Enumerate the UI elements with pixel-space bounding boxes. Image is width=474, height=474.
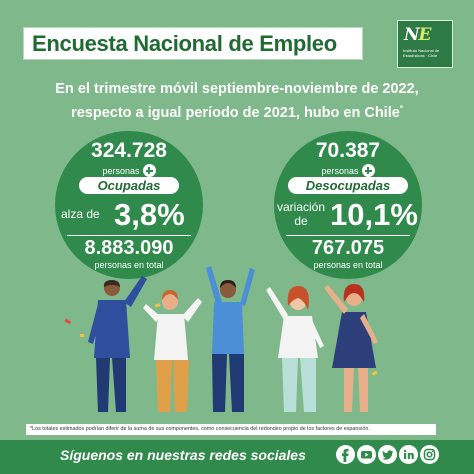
ocupadas-label: Ocupadas [79,177,179,194]
plus-icon [361,164,375,177]
footer: Síguenos en nuestras redes sociales [0,440,474,474]
person-3 [206,266,255,412]
desocupadas-change: 70.387 [315,139,381,162]
ocupadas-total-unit: personas en total [94,260,164,270]
plus-icon [142,164,156,177]
desocupadas-rate-label: variación de [276,200,326,228]
ocupadas-rate: 3,8% [114,197,185,232]
desocupadas-change-unit: personas [274,164,422,177]
follow-us-text: Síguenos en nuestras redes sociales [60,447,306,463]
person-5 [324,284,378,412]
celebrating-people-illustration [64,266,378,412]
person-4 [266,286,324,412]
desocupadas-rate-row: variación de 10,1% [274,197,422,232]
footnote: *Los totales estimados podrían diferir d… [26,424,436,435]
ocupadas-rate-label: alza de [61,207,100,221]
desocupadas-circle: 70.387 personas Desocupadas variación de… [274,131,422,279]
ocupadas-change: 324.728 [91,139,167,162]
intro-text: En el trimestre móvil septiembre-noviemb… [30,80,444,123]
person-1 [88,276,147,412]
desocupadas-label: Desocupadas [288,177,408,194]
ocupadas-circle: 324.728 personas Ocupadas alza de 3,8% 8… [55,131,203,279]
title-banner: Encuesta Nacional de Empleo [23,27,363,60]
desocupadas-total: 767.075 [311,237,385,259]
logo-subtitle: Instituto Nacional de Estadísticas · Chi… [403,48,440,58]
intro-line-1: En el trimestre móvil septiembre-noviemb… [55,81,419,97]
twitter-icon[interactable] [378,445,397,464]
divider [67,235,191,236]
divider [286,235,410,236]
ocupadas-rate-row: alza de 3,8% [55,197,203,232]
desocupadas-rate: 10,1% [330,197,418,232]
person-2 [143,290,202,412]
linkedin-icon[interactable] [399,445,418,464]
instagram-icon[interactable] [420,445,439,464]
intro-line-2: respecto a igual período de 2021, hubo e… [71,104,403,121]
desocupadas-total-unit: personas en total [313,260,383,270]
page-title: Encuesta Nacional de Empleo [32,31,337,56]
ocupadas-change-unit: personas [55,164,203,177]
ine-logo[interactable]: NE Instituto Nacional de Estadísticas · … [397,20,453,68]
facebook-icon[interactable] [336,445,355,464]
logo-mark: NE [404,25,432,45]
ocupadas-total: 8.883.090 [84,237,174,259]
youtube-icon[interactable] [357,445,376,464]
